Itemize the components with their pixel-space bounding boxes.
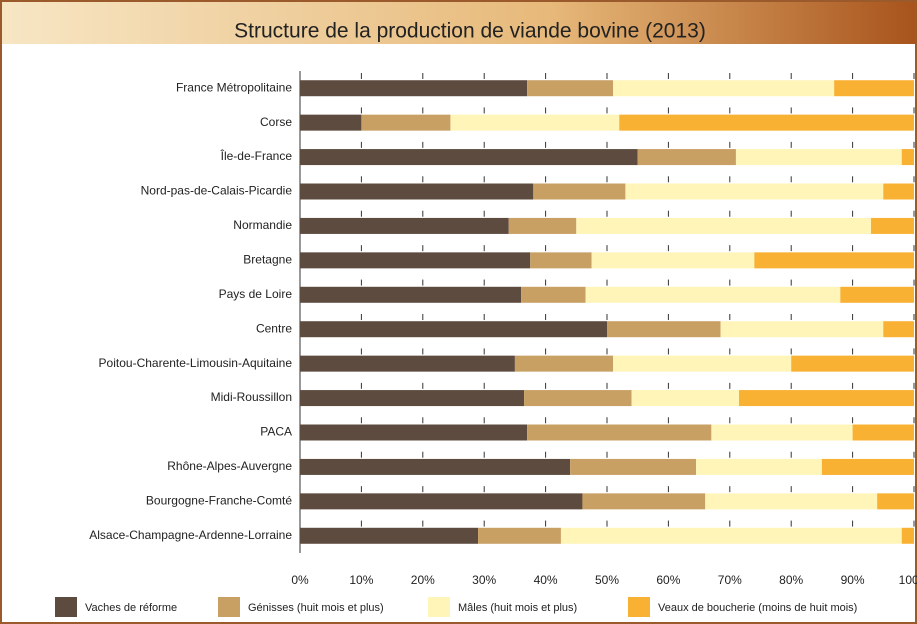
bar-segment <box>637 149 736 166</box>
bar-segment <box>791 355 914 372</box>
y-tick-label: Île-de-France <box>220 148 293 163</box>
bar-segment <box>901 527 914 544</box>
chart-title: Structure de la production de viande bov… <box>234 20 706 43</box>
bar-segment <box>901 149 914 166</box>
x-tick-label: 50% <box>595 573 619 587</box>
bar-segment <box>300 527 479 544</box>
title-banner <box>2 2 915 44</box>
y-tick-label: Normandie <box>233 218 292 232</box>
y-tick-label: Bourgogne-Franche-Comté <box>146 494 292 508</box>
bar-segment <box>450 114 620 131</box>
bar-segment <box>613 355 792 372</box>
y-tick-label: Alsace-Champagne-Ardenne-Lorraine <box>89 528 292 542</box>
bar-segment <box>705 493 878 510</box>
bar-segment <box>527 424 712 441</box>
legend-label: Veaux de boucherie (moins de huit mois) <box>658 602 857 614</box>
y-tick-label: Corse <box>260 115 292 129</box>
bar-segment <box>478 527 561 544</box>
bar-segment <box>754 252 914 269</box>
x-tick-label: 70% <box>718 573 742 587</box>
bar-segment <box>300 286 522 303</box>
x-tick-label: 80% <box>779 573 803 587</box>
y-tick-label: France Métropolitaine <box>176 80 292 94</box>
y-tick-label: Centre <box>256 321 292 335</box>
bar-segment <box>527 80 614 97</box>
bar-segment <box>514 355 614 372</box>
bar-segment <box>834 80 914 97</box>
bar-segment <box>582 493 706 510</box>
bar-segment <box>300 493 583 510</box>
bar-segment <box>300 355 515 372</box>
y-tick-label: Poitou-Charente-Limousin-Aquitaine <box>99 356 293 370</box>
x-tick-label: 20% <box>411 573 435 587</box>
x-tick-label: 30% <box>472 573 496 587</box>
x-tick-label: 60% <box>656 573 680 587</box>
y-tick-label: Pays de Loire <box>219 287 293 301</box>
bar-segment <box>613 80 835 97</box>
bar-segment <box>300 424 528 441</box>
bar-segment <box>625 183 884 200</box>
bar-segment <box>300 321 607 338</box>
bar-segment <box>300 390 525 407</box>
x-tick-label: 40% <box>534 573 558 587</box>
y-tick-label: Bretagne <box>243 253 292 267</box>
bar-segment <box>607 321 721 338</box>
x-tick-label: 100% <box>899 573 917 587</box>
bar-segment <box>883 321 914 338</box>
bar-segment <box>300 252 531 269</box>
legend-label: Mâles (huit mois et plus) <box>458 602 577 614</box>
bar-segment <box>871 217 914 234</box>
bar-segment <box>300 149 638 166</box>
bar-segment <box>524 390 632 407</box>
bar-segment <box>576 217 872 234</box>
bar-segment <box>720 321 884 338</box>
bar-segment <box>711 424 853 441</box>
bar-segment <box>631 390 740 407</box>
bar-segment <box>300 183 534 200</box>
bar-segment <box>361 114 451 131</box>
bar-segment <box>530 252 592 269</box>
legend-label: Génisses (huit mois et plus) <box>248 602 384 614</box>
bar-segment <box>735 149 902 166</box>
legend-swatch <box>628 597 650 617</box>
x-tick-label: 0% <box>291 573 309 587</box>
y-tick-label: Midi-Roussillon <box>211 390 292 404</box>
x-tick-label: 90% <box>841 573 865 587</box>
bar-segment <box>619 114 914 131</box>
bar-segment <box>300 458 571 475</box>
bar-segment <box>877 493 914 510</box>
bar-segment <box>821 458 914 475</box>
bar-segment <box>300 217 509 234</box>
bar-segment <box>739 390 914 407</box>
legend-label: Vaches de réforme <box>85 602 177 614</box>
legend-swatch <box>428 597 450 617</box>
x-tick-label: 10% <box>349 573 373 587</box>
bar-segment <box>570 458 697 475</box>
bar-segment <box>852 424 914 441</box>
y-tick-label: Nord-pas-de-Calais-Picardie <box>141 184 293 198</box>
bar-segment <box>521 286 586 303</box>
bar-segment <box>840 286 914 303</box>
bar-segment <box>696 458 822 475</box>
y-tick-label: PACA <box>260 425 292 439</box>
y-tick-label: Rhône-Alpes-Auvergne <box>167 459 292 473</box>
bar-segment <box>585 286 841 303</box>
bar-segment <box>591 252 755 269</box>
bar-segment <box>533 183 626 200</box>
bar-segment <box>560 527 902 544</box>
legend-swatch <box>218 597 240 617</box>
bar-segment <box>300 114 362 131</box>
bar-segment <box>883 183 914 200</box>
legend-swatch <box>55 597 77 617</box>
bar-segment <box>508 217 577 234</box>
bar-segment <box>300 80 528 97</box>
